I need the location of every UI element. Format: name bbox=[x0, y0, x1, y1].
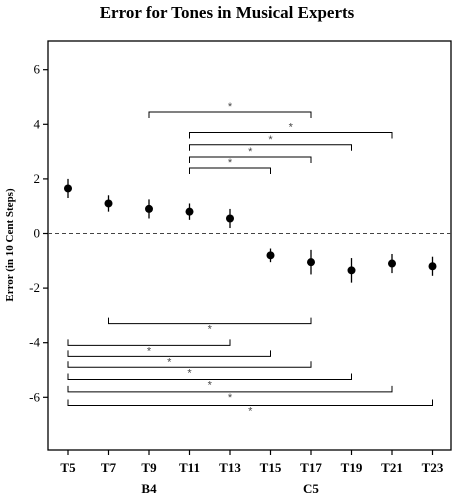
data-point bbox=[388, 259, 396, 268]
data-point bbox=[266, 251, 275, 260]
y-tick-label: 6 bbox=[34, 62, 41, 77]
y-tick-label: -4 bbox=[29, 335, 40, 350]
significance-star: * bbox=[228, 101, 233, 113]
data-point bbox=[145, 204, 153, 213]
significance-bracket bbox=[189, 167, 271, 174]
data-point bbox=[428, 262, 437, 271]
y-tick-label: 4 bbox=[34, 116, 41, 131]
data-point bbox=[307, 258, 315, 267]
significance-star: * bbox=[228, 157, 233, 169]
y-axis-label: Error (in 10 Cent Steps) bbox=[4, 188, 16, 302]
data-point bbox=[64, 184, 72, 193]
significance-star: * bbox=[289, 121, 294, 133]
significance-bracket bbox=[189, 131, 393, 139]
x-tick-label: T15 bbox=[260, 460, 282, 475]
significance-bracket bbox=[189, 156, 312, 164]
significance-bracket bbox=[67, 385, 393, 393]
plot-frame bbox=[47, 40, 452, 451]
x-tick-label: T19 bbox=[341, 460, 363, 475]
chart-title: Error for Tones in Musical Experts bbox=[99, 3, 355, 22]
x-tick-label: T9 bbox=[141, 460, 157, 475]
significance-star: * bbox=[167, 356, 172, 368]
significance-bracket bbox=[148, 111, 312, 119]
significance-star: * bbox=[187, 367, 192, 379]
note-label: B4 bbox=[141, 481, 157, 496]
data-point bbox=[104, 199, 113, 208]
significance-bracket bbox=[67, 399, 433, 406]
significance-bracket bbox=[67, 361, 312, 368]
significance-star: * bbox=[147, 345, 152, 357]
y-tick-label: -6 bbox=[29, 389, 40, 404]
data-point bbox=[347, 266, 356, 275]
x-tick-label: T7 bbox=[101, 460, 117, 475]
x-tick-label: T11 bbox=[179, 460, 200, 475]
significance-star: * bbox=[268, 134, 273, 146]
x-tick-label: T23 bbox=[422, 460, 444, 475]
note-label: C5 bbox=[303, 481, 319, 496]
significance-star: * bbox=[208, 380, 213, 392]
y-tick-label: 2 bbox=[34, 171, 41, 186]
data-point bbox=[226, 214, 234, 223]
y-tick-label: 0 bbox=[34, 226, 41, 241]
y-tick-label: -2 bbox=[29, 280, 40, 295]
significance-star: * bbox=[208, 324, 213, 336]
significance-bracket bbox=[189, 144, 352, 151]
significance-star: * bbox=[248, 405, 253, 417]
data-point bbox=[185, 207, 194, 216]
x-tick-label: T5 bbox=[60, 460, 76, 475]
significance-bracket bbox=[67, 350, 271, 357]
x-tick-label: T21 bbox=[381, 460, 403, 475]
significance-bracket bbox=[67, 339, 231, 346]
significance-bracket bbox=[108, 317, 312, 325]
x-tick-label: T17 bbox=[300, 460, 322, 475]
x-tick-label: T13 bbox=[219, 460, 241, 475]
significance-bracket bbox=[67, 373, 352, 381]
significance-star: * bbox=[228, 392, 233, 404]
significance-star: * bbox=[248, 146, 253, 158]
